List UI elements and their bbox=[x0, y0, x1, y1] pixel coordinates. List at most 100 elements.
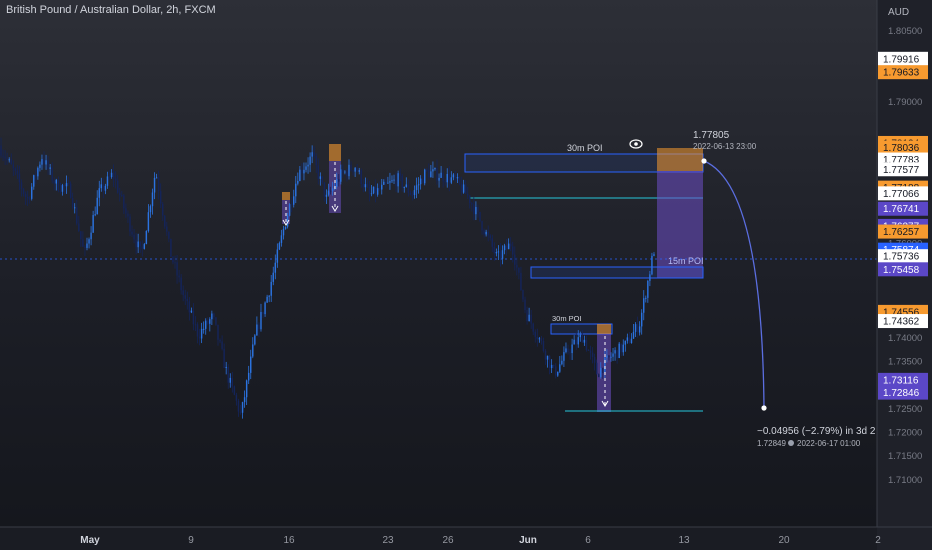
candle bbox=[108, 170, 111, 180]
candle bbox=[612, 348, 614, 362]
price-axis[interactable]: AUD1.805001.790001.780001.760001.740001.… bbox=[876, 0, 932, 550]
candle bbox=[424, 168, 426, 186]
candle bbox=[493, 242, 496, 261]
candle bbox=[272, 266, 274, 286]
projection-zone-purple[interactable] bbox=[657, 171, 703, 278]
candle bbox=[247, 365, 250, 385]
price-label-text: 1.74556 bbox=[883, 307, 920, 318]
candle bbox=[149, 204, 152, 218]
candle bbox=[452, 173, 455, 181]
candle bbox=[573, 335, 575, 345]
candle bbox=[196, 322, 199, 344]
price-tick-label: 1.74000 bbox=[888, 333, 922, 344]
eye-icon[interactable] bbox=[629, 139, 643, 149]
candle bbox=[235, 392, 238, 406]
price-label-box bbox=[878, 65, 928, 80]
candle bbox=[653, 252, 655, 257]
candle bbox=[397, 170, 399, 193]
candle bbox=[514, 246, 516, 271]
candle bbox=[497, 245, 500, 260]
projection-start-point[interactable] bbox=[701, 158, 707, 164]
candle bbox=[491, 234, 493, 252]
candle bbox=[139, 241, 141, 253]
candle bbox=[131, 225, 133, 238]
candle bbox=[98, 180, 100, 207]
candle bbox=[391, 175, 393, 184]
candle bbox=[421, 176, 424, 184]
candle bbox=[39, 161, 41, 172]
candle bbox=[223, 343, 225, 369]
candle bbox=[432, 161, 434, 178]
candle bbox=[407, 179, 410, 197]
candle bbox=[233, 385, 236, 396]
candle bbox=[2, 149, 4, 162]
candle bbox=[409, 190, 412, 196]
candle bbox=[503, 243, 506, 255]
candle bbox=[632, 324, 635, 339]
candle bbox=[133, 229, 135, 244]
candle bbox=[168, 231, 170, 243]
candle bbox=[47, 155, 49, 175]
time-axis[interactable]: May 9 16 23 26 Jun 6 13 20 2 bbox=[0, 526, 932, 550]
candle bbox=[381, 178, 383, 195]
candle bbox=[114, 171, 117, 189]
candle bbox=[645, 295, 647, 303]
projection-path[interactable] bbox=[703, 160, 765, 409]
candle bbox=[73, 203, 76, 214]
candle bbox=[229, 373, 231, 388]
symbol-title: British Pound / Australian Dollar, 2h, F… bbox=[6, 4, 216, 16]
projection-end-time: 2022-06-17 01:00 bbox=[797, 439, 861, 448]
price-label-text: 1.76741 bbox=[883, 204, 920, 215]
candle bbox=[651, 252, 653, 276]
candle bbox=[344, 170, 346, 175]
candle bbox=[548, 354, 551, 375]
candle bbox=[385, 177, 387, 189]
candle bbox=[395, 172, 397, 192]
time-tick-label: 9 bbox=[188, 535, 194, 546]
candle bbox=[512, 241, 514, 263]
candle bbox=[59, 182, 62, 194]
candle bbox=[53, 177, 55, 191]
price-label-text: 1.73116 bbox=[883, 375, 919, 386]
candle bbox=[557, 371, 559, 377]
candle bbox=[555, 363, 557, 379]
candle bbox=[10, 153, 12, 165]
candle bbox=[495, 248, 498, 257]
supply-zone-orange[interactable] bbox=[657, 148, 703, 171]
candle bbox=[606, 349, 608, 363]
price-label-box bbox=[878, 262, 928, 277]
price-label-box bbox=[878, 186, 928, 201]
candle bbox=[258, 322, 260, 338]
clock-icon bbox=[788, 440, 794, 446]
poi-15m-box[interactable] bbox=[530, 266, 704, 279]
candle bbox=[473, 196, 475, 221]
projection-end-point[interactable] bbox=[761, 405, 767, 411]
candle bbox=[92, 210, 94, 233]
candle bbox=[552, 364, 555, 369]
poi-30m-low-box[interactable] bbox=[550, 323, 613, 335]
candle bbox=[14, 167, 17, 176]
price-label-box bbox=[878, 224, 928, 239]
candle bbox=[200, 322, 203, 344]
candle bbox=[237, 398, 240, 417]
price-label-text: 1.77783 bbox=[883, 155, 920, 166]
small-purple-zone bbox=[282, 200, 290, 224]
candle bbox=[638, 321, 641, 336]
candle bbox=[78, 215, 80, 233]
price-label-box bbox=[878, 385, 928, 400]
candle bbox=[458, 176, 461, 186]
candle bbox=[221, 335, 223, 351]
candle bbox=[0, 137, 2, 159]
candle bbox=[516, 257, 518, 276]
price-tick-label: 1.80500 bbox=[888, 26, 922, 37]
candle bbox=[204, 318, 207, 335]
time-tick-label: Jun bbox=[519, 535, 537, 546]
candle bbox=[153, 172, 156, 200]
candle bbox=[393, 174, 395, 184]
candle bbox=[215, 317, 217, 326]
candle bbox=[520, 266, 522, 291]
time-tick-label: 20 bbox=[778, 535, 790, 546]
candle bbox=[61, 183, 64, 196]
candle bbox=[352, 169, 354, 176]
